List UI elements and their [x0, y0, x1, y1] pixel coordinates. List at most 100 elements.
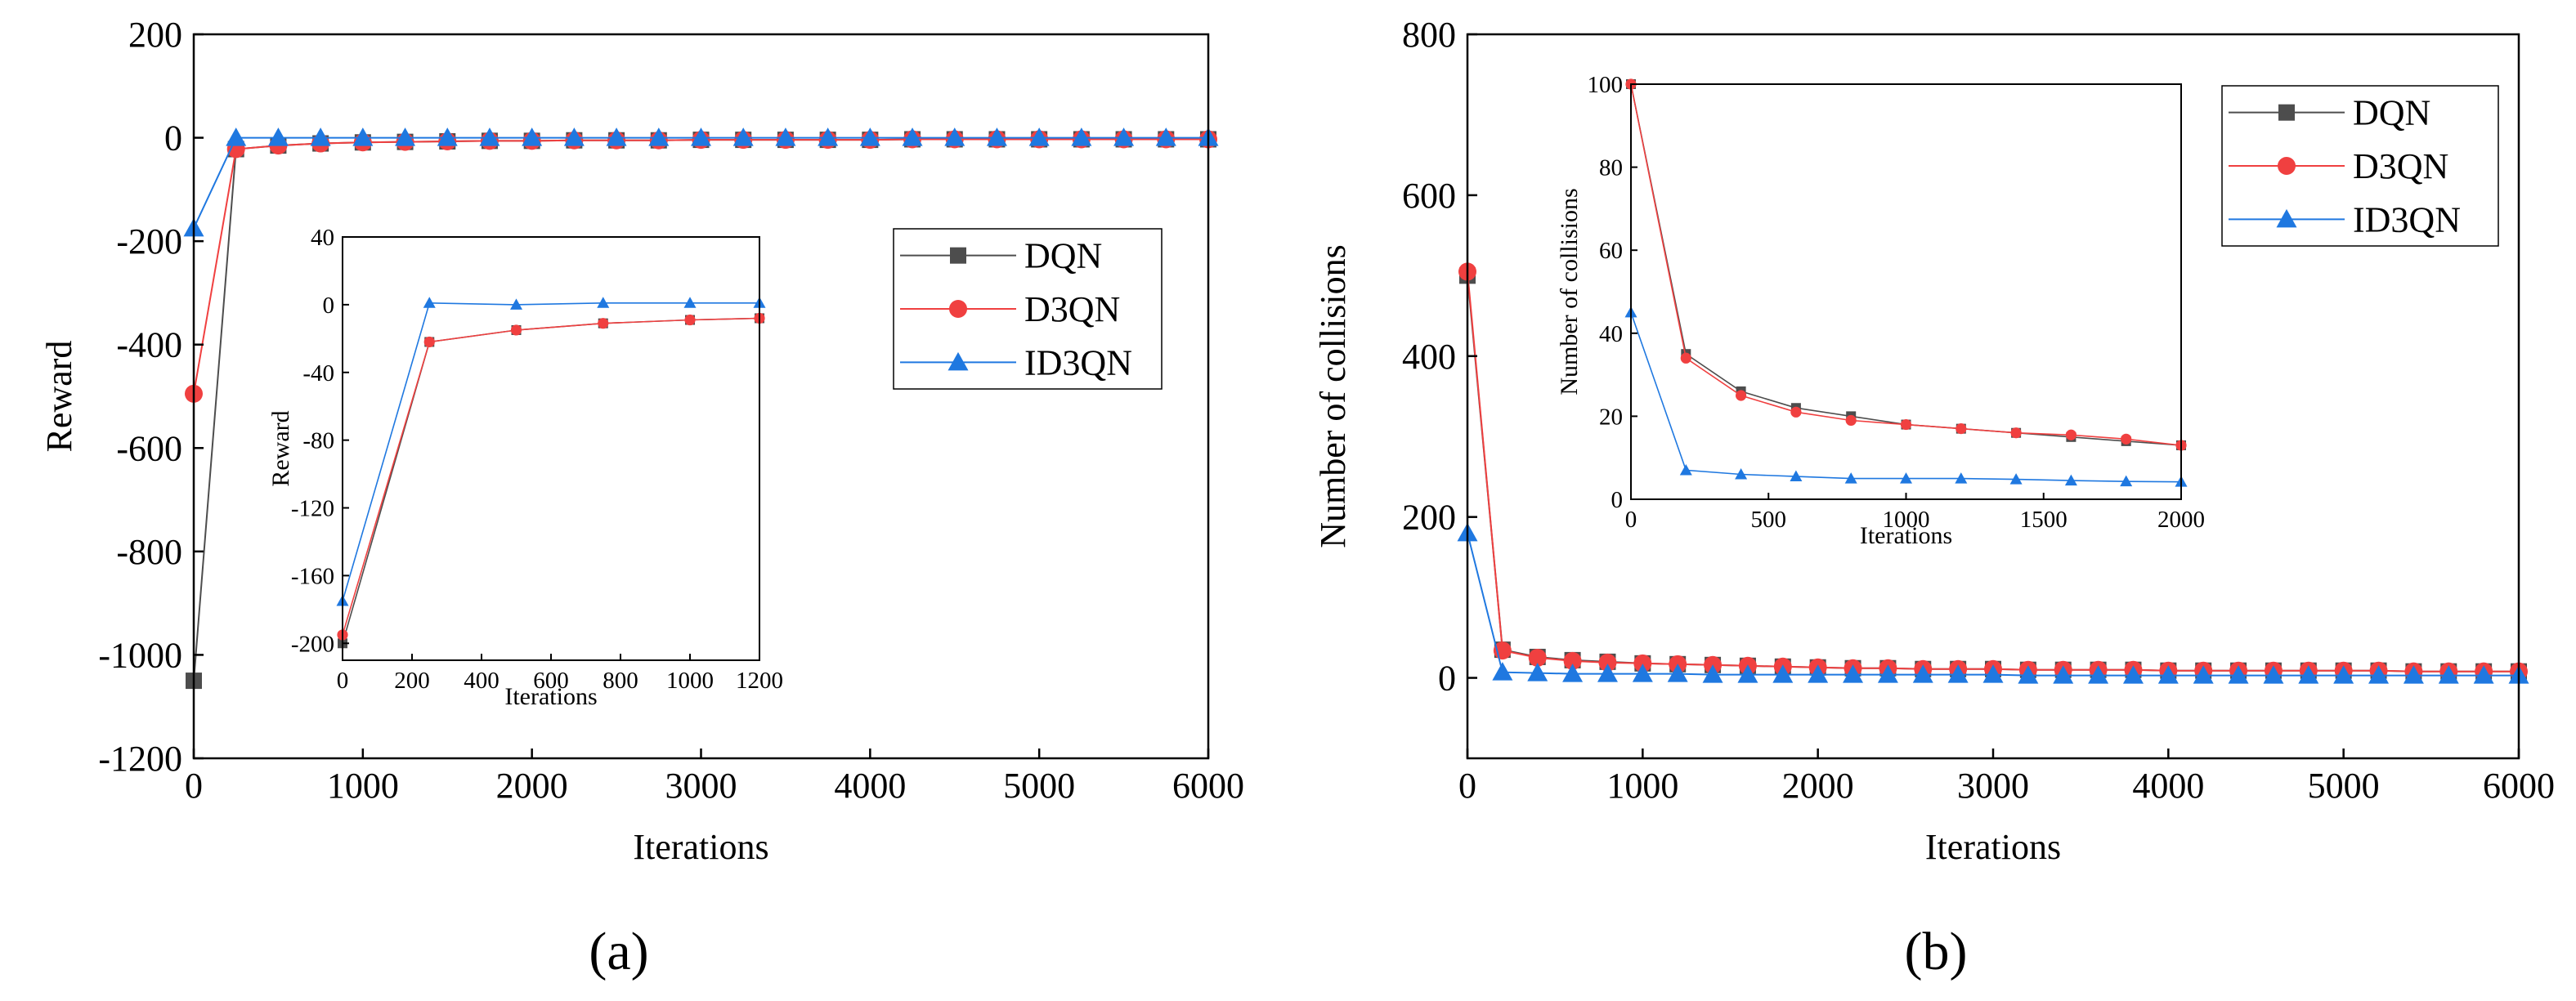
- y-tick-label: -80: [302, 428, 334, 454]
- data-point-id3qn: [902, 127, 923, 146]
- legend-marker-d3qn: [949, 300, 967, 318]
- chart-b-inset: 0 500 1000 1500 2000 0 20 40 60 80 100 Iterations Nu…: [1556, 72, 2205, 549]
- data-point-id3qn: [986, 127, 1007, 146]
- y-tick-label: 800: [1402, 15, 1456, 55]
- chart-a: 0 1000 2000 3000 4000 5000 6000-1200-1000-800-…: [39, 15, 1244, 867]
- data-point-id3qn: [732, 127, 754, 146]
- data-point-id3qn: [1071, 127, 1092, 146]
- data-point-d3qn: [1563, 651, 1582, 670]
- data-point-id3qn: [2473, 665, 2494, 684]
- data-point-id3qn: [423, 297, 436, 308]
- data-point-id3qn: [2120, 475, 2133, 487]
- data-point-d3qn: [1633, 654, 1652, 673]
- legend-label: ID3QN: [1024, 342, 1132, 382]
- data-point-id3qn: [1900, 472, 1912, 484]
- data-point-id3qn: [597, 297, 610, 308]
- chart-b: 0 1000 2000 3000 4000 5000 60000200400600800It…: [1313, 15, 2555, 867]
- data-point-id3qn: [2064, 474, 2077, 486]
- y-tick-label: -1200: [98, 739, 182, 779]
- y-tick-label: -120: [291, 496, 334, 522]
- data-point-id3qn: [1912, 664, 1933, 683]
- data-point-id3qn: [1790, 470, 1803, 482]
- data-point-id3qn: [818, 127, 839, 146]
- data-point-id3qn: [1947, 664, 1969, 683]
- x-tick-label: 0: [185, 766, 203, 806]
- x-tick-label: 0: [337, 668, 349, 694]
- y-tick-label: 0: [1438, 659, 1456, 699]
- legend-label: DQN: [1024, 236, 1102, 276]
- legend-marker-id3qn: [948, 351, 969, 371]
- data-point-id3qn: [1155, 127, 1176, 146]
- data-point-id3qn: [2263, 665, 2284, 684]
- data-point-id3qn: [2298, 665, 2319, 684]
- x-axis-label: Iterations: [633, 827, 768, 867]
- x-tick-label: 0: [1458, 766, 1476, 806]
- data-point-id3qn: [1632, 664, 1653, 682]
- data-point-d3qn: [2121, 433, 2132, 445]
- y-axis-label: Number of collisions: [1313, 244, 1353, 548]
- data-point-d3qn: [1680, 352, 1691, 364]
- y-tick-label: 100: [1588, 72, 1624, 98]
- data-point-id3qn: [352, 127, 374, 146]
- x-axis-label: Iterations: [1925, 827, 2061, 867]
- y-axis-label: Number of collisions: [1556, 188, 1583, 395]
- data-point-id3qn: [2053, 665, 2074, 684]
- data-point-id3qn: [1527, 663, 1548, 681]
- y-tick-label: 0: [323, 293, 335, 319]
- y-tick-label: 80: [1599, 155, 1623, 181]
- legend-marker-d3qn: [2278, 157, 2296, 175]
- data-point-d3qn: [423, 336, 435, 348]
- data-point-id3qn: [1844, 472, 1857, 484]
- data-point-id3qn: [437, 127, 458, 146]
- data-point-id3qn: [1877, 664, 1898, 683]
- legend-label: D3QN: [2353, 146, 2448, 186]
- data-point-id3qn: [1737, 664, 1758, 683]
- y-tick-label: -600: [116, 428, 182, 468]
- y-tick-label: 0: [164, 118, 182, 159]
- x-tick-label: 5000: [2308, 766, 2380, 806]
- x-tick-label: 3000: [665, 766, 737, 806]
- legend-marker-dqn: [2278, 104, 2295, 121]
- legend-item-id3qn: ID3QN: [900, 342, 1132, 382]
- data-point-id3qn: [395, 127, 416, 146]
- x-tick-label: 2000: [2157, 507, 2205, 533]
- panel-label-b: (b): [1905, 922, 1968, 981]
- data-point-id3qn: [2088, 665, 2109, 684]
- y-tick-label: 0: [1611, 487, 1624, 513]
- x-tick-label: 1200: [736, 668, 783, 694]
- data-point-id3qn: [1982, 664, 2004, 683]
- data-point-d3qn: [1598, 653, 1617, 672]
- data-point-id3qn: [606, 127, 627, 146]
- data-point-d3qn: [2010, 427, 2022, 439]
- legend-label: ID3QN: [2353, 199, 2461, 239]
- data-point-id3qn: [226, 127, 247, 146]
- data-point-id3qn: [510, 298, 522, 310]
- data-point-id3qn: [1562, 664, 1584, 682]
- x-tick-label: 200: [394, 668, 430, 694]
- x-tick-label: 3000: [1957, 766, 2029, 806]
- y-tick-label: 20: [1599, 404, 1623, 430]
- data-point-id3qn: [944, 127, 965, 146]
- x-tick-label: 1000: [1606, 766, 1678, 806]
- data-point-id3qn: [1955, 472, 1968, 484]
- data-point-d3qn: [510, 324, 522, 336]
- series-line-id3qn: [343, 302, 759, 601]
- y-tick-label: -200: [291, 631, 334, 657]
- y-axis-label: Reward: [39, 341, 79, 453]
- x-tick-label: 2000: [1782, 766, 1854, 806]
- data-point-id3qn: [2122, 665, 2144, 684]
- data-point-d3qn: [1528, 648, 1547, 667]
- data-point-id3qn: [2333, 665, 2354, 684]
- data-point-id3qn: [1772, 664, 1794, 683]
- data-point-id3qn: [2009, 473, 2023, 485]
- y-axis-label: Reward: [267, 410, 294, 486]
- y-tick-label: -1000: [98, 635, 182, 675]
- chart-a-inset: 0 200 400 600 800 1000 1200 -200 -160 -120 -80 -40 0…: [267, 225, 783, 710]
- series-d3qn: [337, 312, 765, 641]
- data-point-id3qn: [1843, 664, 1864, 683]
- series-line-d3qn: [343, 317, 760, 636]
- data-point-id3qn: [1492, 662, 1513, 681]
- x-tick-label: 600: [533, 668, 569, 694]
- data-point-d3qn: [1845, 414, 1857, 427]
- data-point-id3qn: [2193, 665, 2214, 684]
